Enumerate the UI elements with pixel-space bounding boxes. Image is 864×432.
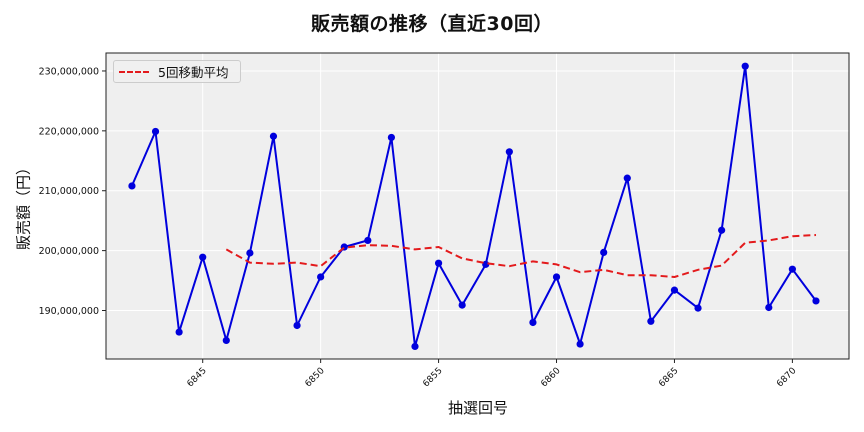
data-point [434,259,443,267]
y-axis-label: 販売額（円） [14,159,33,251]
y-tick-label: 230,000,000 [39,66,99,77]
plot-background [106,53,849,359]
sales-line [130,65,817,348]
x-tick-label: 6865 [657,366,680,389]
data-point [222,336,230,345]
y-tick-label: 220,000,000 [39,126,99,137]
data-point [694,304,702,312]
x-tick-label: 6845 [186,366,209,389]
data-point [812,297,820,305]
data-point [741,62,749,70]
legend: 5回移動平均 [113,60,241,83]
data-point [600,248,608,257]
x-tick-label: 6870 [775,366,798,389]
x-tick-label: 6860 [539,366,562,389]
x-axis-label: 抽選回号 [447,399,509,417]
data-point [552,273,561,281]
data-point [387,133,396,142]
y-tick-label: 200,000,000 [39,246,99,257]
data-point [576,340,584,348]
data-point [505,148,513,156]
data-point [670,286,679,294]
chart-title: 販売額の推移（直近30回） [311,13,553,35]
data-point [529,318,537,327]
data-point [458,301,466,309]
data-point [269,132,278,140]
data-point [151,127,160,136]
legend-label-moving-average: 5回移動平均 [158,65,229,80]
data-point [647,317,655,325]
data-point [128,182,136,190]
data-point [623,174,631,182]
data-point [788,265,796,273]
x-tick-label: 6855 [421,366,444,389]
x-tick-label: 6850 [303,366,326,389]
data-point [199,253,207,261]
data-point [317,273,325,281]
data-point [364,236,372,245]
y-tick-label: 190,000,000 [39,306,99,317]
data-point [175,328,183,336]
y-tick-label: 210,000,000 [39,186,99,197]
plot-frame [105,52,850,360]
data-point [246,249,254,257]
legend-dashed-line-icon [119,70,149,73]
data-point [718,226,726,234]
data-point [411,342,419,351]
moving-average-line [225,234,817,278]
data-point [293,321,301,330]
data-point [765,303,773,312]
